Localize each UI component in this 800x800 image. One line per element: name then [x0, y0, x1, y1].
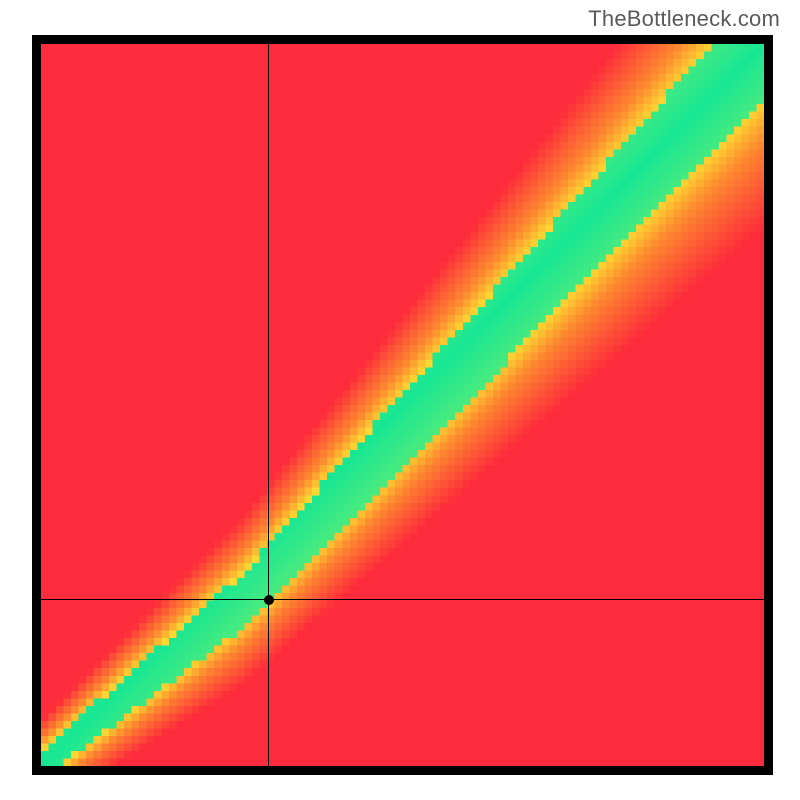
crosshair-vertical	[268, 44, 269, 766]
bottleneck-heatmap	[41, 44, 764, 766]
chart-container: TheBottleneck.com	[0, 0, 800, 800]
data-point-marker	[264, 595, 274, 605]
watermark-text: TheBottleneck.com	[588, 6, 780, 32]
crosshair-horizontal	[41, 599, 764, 600]
